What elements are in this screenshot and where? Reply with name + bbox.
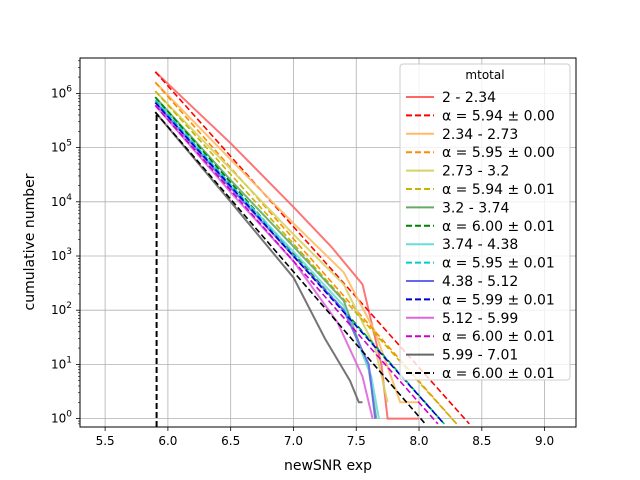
x-axis-ticks: 5.5 6.0 6.5 7.0 7.5 8.0 8.5 9.0 [96,427,554,448]
legend-entry-3: α = 5.95 ± 0.00 [442,145,555,161]
y-tick-label: 100 [51,410,72,426]
x-tick-label: 6.5 [221,434,240,448]
legend-entry-9: α = 5.95 ± 0.01 [442,256,555,272]
series-line-14 [154,111,363,404]
series-line-12 [154,104,374,419]
legend-entry-14: 5.99 - 7.01 [442,348,518,364]
legend-entry-5: α = 5.94 ± 0.01 [442,182,555,198]
x-tick-label: 9.0 [535,434,554,448]
series-line-1 [154,71,470,425]
y-axis-title: cumulative number [22,173,38,310]
legend-entry-11: α = 5.99 ± 0.01 [442,292,555,308]
legend-entry-15: α = 6.00 ± 0.01 [442,366,555,382]
series-line-15 [154,111,426,425]
x-tick-label: 8.0 [409,434,428,448]
legend-entry-12: 5.12 - 5.99 [442,311,518,327]
plot-frame [79,57,577,428]
legend-title: mtotal [465,68,504,82]
x-tick-label: 6.0 [158,434,177,448]
legend-entry-2: 2.34 - 2.73 [442,127,518,143]
legend-entry-13: α = 6.00 ± 0.01 [442,329,555,345]
x-tick-label: 8.5 [472,434,491,448]
legend-entry-7: α = 6.00 ± 0.01 [442,219,555,235]
y-tick-label: 101 [51,355,72,371]
series-line-0 [154,71,419,420]
legend: mtotal 2 - 2.34 α = 5.94 ± 0.00 2.34 - 2.73… [399,63,571,382]
series-line-11 [154,101,445,425]
legend-entry-10: 4.38 - 5.12 [442,274,518,290]
series-line-2 [154,81,419,404]
legend-entry-0: 2 - 2.34 [442,90,496,106]
series-line-4 [154,90,389,403]
x-tick-label: 7.0 [284,434,303,448]
y-tick-label: 104 [51,193,72,209]
y-tick-label: 106 [51,84,72,100]
y-tick-label: 105 [51,139,72,155]
x-tick-label: 5.5 [96,434,115,448]
series-line-13 [154,104,439,425]
legend-entry-8: 3.74 - 4.38 [442,237,518,253]
legend-entry-6: 3.2 - 3.74 [442,200,509,216]
legend-entry-1: α = 5.94 ± 0.00 [442,108,555,124]
x-axis-title: newSNR exp [284,458,372,474]
legend-box [399,63,571,381]
x-tick-label: 7.5 [347,434,366,448]
y-axis-ticks: 100 101 102 103 104 105 106 [51,60,80,426]
y-tick-label: 102 [51,301,72,317]
legend-entry-4: 2.73 - 3.2 [442,164,509,180]
y-tick-label: 103 [51,247,72,263]
